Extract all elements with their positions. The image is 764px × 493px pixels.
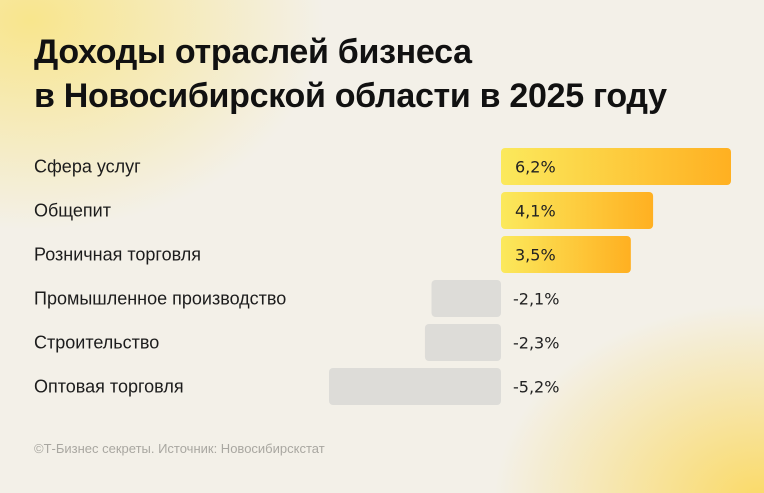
- value-label: 6,2%: [515, 158, 556, 177]
- bars-layer: Сфера услуг 6,2% Общепит 4,1% Розничная торг…: [34, 148, 731, 405]
- bar-positive: [501, 192, 654, 229]
- value-label: 3,5%: [515, 246, 556, 265]
- title-line-2: в Новосибирской области в 2025 году: [34, 77, 667, 115]
- value-label: -2,1%: [513, 290, 559, 309]
- value-label: -5,2%: [513, 378, 559, 397]
- source-footer: ©Т-Бизнес секреты. Источник: Новосибирск…: [34, 441, 325, 456]
- value-label: -2,3%: [513, 334, 559, 353]
- value-label: 4,1%: [515, 202, 556, 221]
- category-label: Розничная торговля: [34, 245, 201, 265]
- bar-positive: [501, 148, 731, 185]
- bar-negative: [329, 368, 501, 405]
- bar-negative: [431, 280, 501, 317]
- bar-positive: [501, 236, 631, 273]
- category-label: Промышленное производство: [34, 289, 286, 309]
- category-label: Общепит: [34, 201, 111, 221]
- category-label: Сфера услуг: [34, 157, 141, 177]
- page-title: Доходы отраслей бизнеса в Новосибирской …: [34, 30, 754, 118]
- category-label: Оптовая торговля: [34, 377, 184, 397]
- title-line-1: Доходы отраслей бизнеса: [34, 33, 472, 71]
- category-label: Строительство: [34, 333, 159, 353]
- bar-negative: [424, 324, 501, 361]
